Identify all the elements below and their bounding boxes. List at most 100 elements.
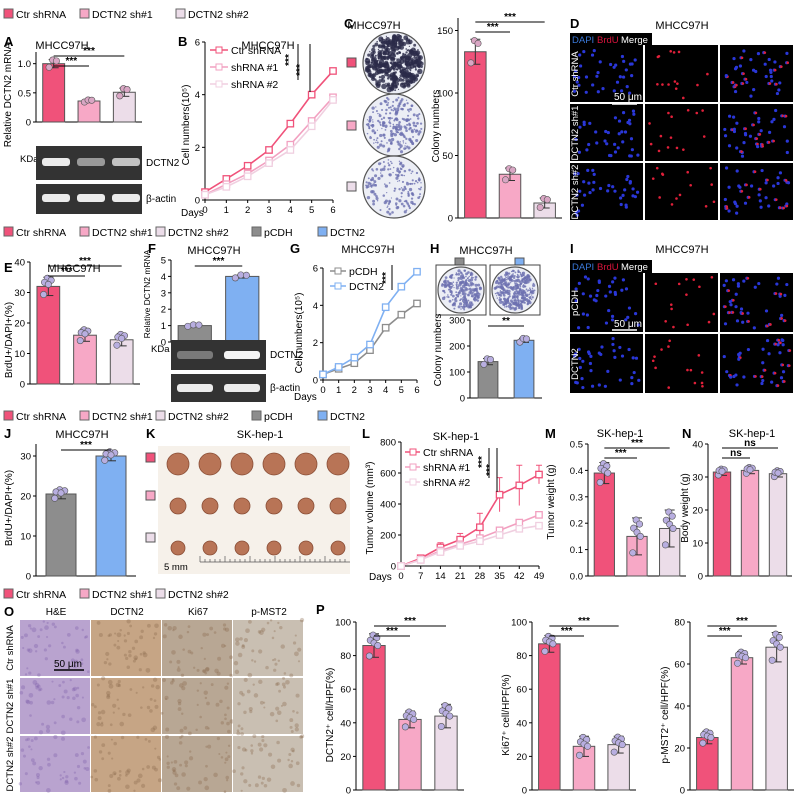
blot-label: β-actin: [146, 194, 176, 205]
nucleus: [604, 294, 608, 298]
data-point: [52, 57, 60, 65]
tissue-speck: [240, 789, 243, 792]
colony: [389, 106, 392, 109]
data-point: [118, 334, 126, 342]
tissue-speck: [38, 730, 44, 735]
tissue-speck: [176, 659, 181, 664]
legend-swatch: [155, 410, 166, 421]
nucleus: [583, 275, 588, 279]
colony: [378, 113, 381, 115]
tissue-speck: [241, 766, 245, 770]
tumor: [298, 540, 314, 556]
data-point: [618, 741, 626, 749]
tissue-speck: [205, 745, 208, 748]
brdu-signal: [660, 348, 663, 351]
colony: [405, 99, 408, 101]
nucleus: [785, 150, 789, 155]
colony: [378, 76, 382, 79]
nucleus: [572, 89, 577, 93]
colony: [403, 136, 406, 139]
nucleus: [770, 380, 774, 384]
panel-title-H: MHCC97H: [459, 245, 512, 257]
colony: [454, 297, 457, 301]
colony: [409, 118, 412, 120]
y-tick-label: 40: [14, 258, 25, 269]
nucleus: [605, 142, 609, 146]
tissue-speck: [66, 696, 70, 700]
colony: [370, 57, 376, 63]
colony: [525, 293, 529, 297]
colony: [383, 49, 389, 56]
tissue-speck: [243, 779, 248, 784]
tissue-speck: [117, 679, 121, 684]
nucleus: [603, 384, 607, 388]
colony: [406, 108, 410, 112]
colony: [406, 102, 409, 105]
tissue-speck: [136, 735, 140, 739]
tissue-speck: [261, 738, 265, 743]
nucleus: [728, 114, 732, 118]
tumor-photo: [158, 446, 350, 574]
colony: [391, 38, 396, 43]
colony: [470, 278, 474, 282]
legend-marker: [409, 448, 417, 456]
nucleus: [782, 125, 787, 129]
nucleus: [722, 283, 726, 287]
colony: [529, 290, 533, 294]
colony: [372, 202, 375, 206]
brdu-signal: [668, 339, 671, 343]
colony: [502, 291, 506, 295]
colony: [379, 55, 382, 58]
data-point: [629, 549, 637, 557]
y-tick-label: 20: [516, 752, 527, 763]
blot-band: [177, 351, 213, 359]
tissue-speck: [93, 735, 98, 739]
data-point: [707, 733, 715, 741]
nucleus: [729, 303, 733, 307]
colony: [368, 63, 373, 69]
colony: [509, 285, 513, 290]
nucleus: [620, 130, 624, 134]
x-tick-label: 1: [336, 385, 341, 396]
colony: [392, 127, 395, 130]
stain-label: Merge: [621, 35, 648, 46]
tumor: [198, 452, 222, 476]
colony: [406, 145, 409, 148]
data-point: [774, 469, 782, 477]
colony: [416, 117, 420, 120]
tumor: [326, 452, 350, 476]
panel-letter-D: D: [570, 16, 579, 31]
colony: [390, 197, 393, 199]
colony: [375, 106, 377, 108]
y-axis-label: Tumor volume (mm³): [365, 462, 376, 555]
colony: [389, 119, 391, 122]
series-point: [397, 282, 406, 291]
tissue-speck: [74, 776, 78, 781]
tissue-speck: [97, 711, 102, 715]
nucleus: [785, 51, 789, 55]
y-axis-label: BrdU+/DAPI+(%): [4, 302, 15, 378]
colony: [367, 53, 371, 57]
series-point: [265, 146, 273, 154]
series-point: [329, 96, 337, 104]
nucleus: [723, 134, 728, 138]
nucleus: [773, 60, 777, 64]
nucleus: [592, 180, 596, 184]
brdu-signal: [725, 205, 729, 208]
tissue-speck: [224, 717, 227, 721]
tissue-speck: [290, 760, 294, 763]
brdu-signal: [697, 354, 701, 357]
sig-label: ***: [79, 256, 91, 267]
brdu-signal: [781, 114, 785, 118]
panel-letter-M: M: [545, 426, 556, 441]
colony: [451, 298, 454, 301]
colony: [467, 277, 469, 279]
y-tick-label: 0: [391, 562, 396, 573]
tissue-speck: [276, 710, 282, 716]
brdu-signal: [658, 196, 661, 199]
sig-label: ***: [284, 54, 295, 66]
tissue-speck: [263, 783, 268, 788]
tissue-speck: [33, 643, 39, 649]
tissue-speck: [141, 767, 145, 771]
nucleus: [591, 188, 595, 192]
